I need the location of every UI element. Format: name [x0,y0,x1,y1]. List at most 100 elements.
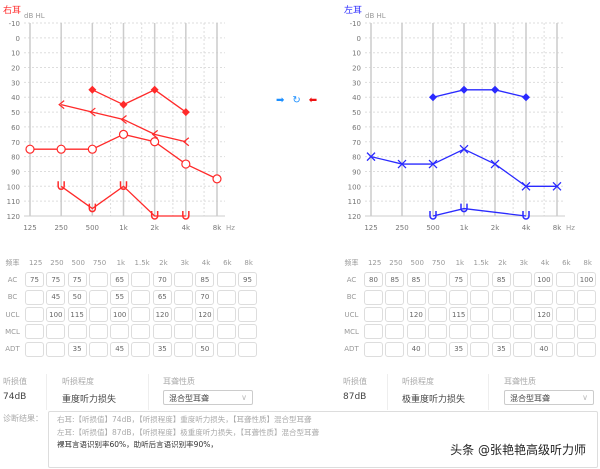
threshold-input[interactable]: 45 [46,289,66,305]
threshold-input[interactable] [513,289,533,305]
threshold-input[interactable]: 40 [406,341,426,357]
threshold-input[interactable]: 75 [46,272,66,288]
threshold-input[interactable] [555,324,575,340]
threshold-input[interactable]: 100 [46,307,66,323]
threshold-input[interactable] [576,341,596,357]
refresh-icon[interactable]: ↻ [292,95,301,106]
threshold-input[interactable] [385,289,405,305]
threshold-input[interactable] [385,307,405,323]
threshold-input[interactable]: 50 [195,341,215,357]
threshold-input[interactable] [470,341,490,357]
threshold-input[interactable] [237,289,257,305]
threshold-input[interactable] [555,272,575,288]
threshold-input[interactable] [25,289,44,305]
threshold-input[interactable] [555,289,575,305]
threshold-input[interactable] [174,324,194,340]
diagnosis-textarea[interactable]: 右耳:【听损值】74dB，【听损程度】重度听力损失，【耳聋性质】混合型耳聋 左耳… [48,411,598,468]
threshold-input[interactable]: 85 [406,272,426,288]
threshold-input[interactable]: 75 [449,272,469,288]
threshold-input[interactable] [237,307,257,323]
threshold-input[interactable]: 45 [110,341,130,357]
threshold-input[interactable] [216,307,236,323]
threshold-input[interactable] [131,324,151,340]
threshold-input[interactable] [534,324,554,340]
threshold-input[interactable] [216,289,236,305]
threshold-input[interactable]: 100 [576,272,596,288]
threshold-input[interactable]: 85 [491,272,511,288]
threshold-input[interactable] [449,324,469,340]
threshold-input[interactable]: 80 [364,272,383,288]
threshold-input[interactable]: 120 [406,307,426,323]
threshold-input[interactable] [131,272,151,288]
threshold-input[interactable] [131,341,151,357]
threshold-input[interactable] [174,272,194,288]
threshold-input[interactable]: 85 [385,272,405,288]
threshold-input[interactable] [174,341,194,357]
threshold-input[interactable] [237,341,257,357]
threshold-input[interactable] [470,324,490,340]
threshold-input[interactable]: 75 [67,272,87,288]
threshold-input[interactable] [470,289,490,305]
threshold-input[interactable]: 35 [449,341,469,357]
threshold-input[interactable] [385,341,405,357]
threshold-input[interactable]: 115 [449,307,469,323]
threshold-input[interactable] [470,307,490,323]
threshold-input[interactable] [364,307,383,323]
threshold-input[interactable] [513,272,533,288]
threshold-input[interactable] [174,307,194,323]
threshold-input[interactable] [25,341,44,357]
threshold-input[interactable] [110,324,130,340]
threshold-input[interactable] [534,289,554,305]
threshold-input[interactable]: 100 [534,272,554,288]
threshold-input[interactable] [513,324,533,340]
threshold-input[interactable]: 65 [152,289,172,305]
threshold-input[interactable] [216,272,236,288]
threshold-input[interactable]: 120 [195,307,215,323]
threshold-input[interactable] [406,324,426,340]
threshold-input[interactable] [88,272,108,288]
arrow-left-icon[interactable]: ⬅ [308,95,318,106]
threshold-input[interactable] [427,307,447,323]
threshold-input[interactable]: 85 [195,272,215,288]
threshold-input[interactable]: 75 [25,272,44,288]
threshold-input[interactable] [406,289,426,305]
threshold-input[interactable]: 55 [110,289,130,305]
threshold-input[interactable] [46,341,66,357]
threshold-input[interactable] [46,324,66,340]
threshold-input[interactable]: 115 [67,307,87,323]
threshold-input[interactable] [364,324,383,340]
threshold-input[interactable] [216,324,236,340]
threshold-input[interactable] [555,307,575,323]
threshold-input[interactable]: 65 [110,272,130,288]
threshold-input[interactable] [131,289,151,305]
threshold-input[interactable] [427,341,447,357]
threshold-input[interactable] [25,307,44,323]
threshold-input[interactable] [427,324,447,340]
threshold-input[interactable]: 35 [67,341,87,357]
threshold-input[interactable] [427,272,447,288]
threshold-input[interactable] [576,324,596,340]
right-deafness-type-select[interactable]: 混合型耳聋 ∨ [163,390,253,405]
threshold-input[interactable] [555,341,575,357]
threshold-input[interactable] [449,289,469,305]
threshold-input[interactable] [576,307,596,323]
threshold-input[interactable] [88,324,108,340]
threshold-input[interactable] [67,324,87,340]
threshold-input[interactable] [88,289,108,305]
threshold-input[interactable] [174,289,194,305]
threshold-input[interactable] [216,341,236,357]
threshold-input[interactable] [237,324,257,340]
threshold-input[interactable]: 70 [195,289,215,305]
threshold-input[interactable]: 35 [491,341,511,357]
threshold-input[interactable] [513,341,533,357]
threshold-input[interactable] [491,289,511,305]
threshold-input[interactable] [491,324,511,340]
threshold-input[interactable] [364,341,383,357]
left-deafness-type-select[interactable]: 混合型耳聋 ∨ [504,390,594,405]
threshold-input[interactable] [364,289,383,305]
threshold-input[interactable] [88,307,108,323]
threshold-input[interactable]: 70 [152,272,172,288]
threshold-input[interactable]: 35 [152,341,172,357]
threshold-input[interactable] [88,341,108,357]
